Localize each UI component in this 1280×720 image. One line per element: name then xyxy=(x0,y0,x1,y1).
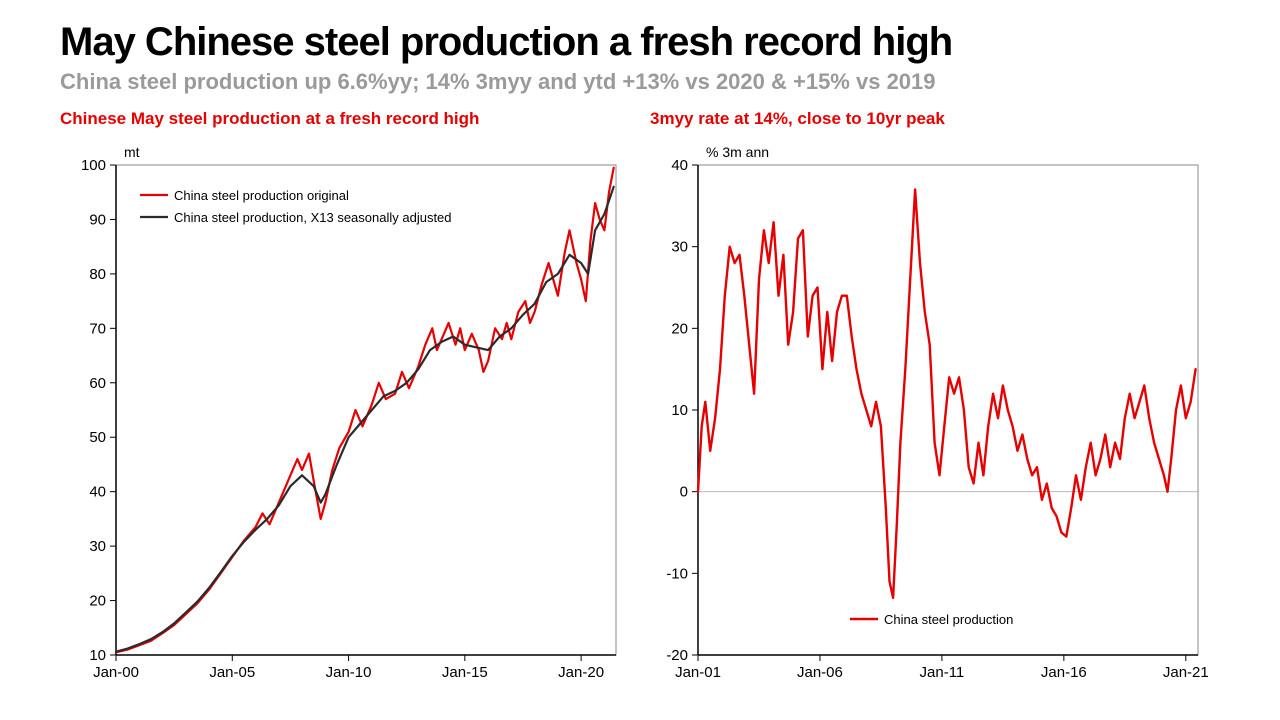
right-chart: % 3m ann -20 -10 0 10 20 30 40 Jan-01 Jan-06 Jan-1… xyxy=(650,135,1210,695)
svg-text:10: 10 xyxy=(671,402,688,419)
svg-text:10: 10 xyxy=(89,647,106,664)
svg-text:China steel production, X13 se: China steel production, X13 seasonally a… xyxy=(174,210,452,225)
svg-text:China steel production origina: China steel production original xyxy=(174,188,349,203)
svg-text:100: 100 xyxy=(81,157,106,174)
svg-text:Jan-20: Jan-20 xyxy=(558,664,604,681)
svg-text:Jan-10: Jan-10 xyxy=(326,664,372,681)
svg-text:Jan-21: Jan-21 xyxy=(1163,664,1209,681)
svg-text:Jan-15: Jan-15 xyxy=(442,664,488,681)
svg-text:90: 90 xyxy=(89,211,106,228)
svg-text:20: 20 xyxy=(671,320,688,337)
svg-text:China steel production: China steel production xyxy=(884,612,1013,627)
svg-text:30: 30 xyxy=(89,538,106,555)
svg-text:40: 40 xyxy=(89,484,106,501)
svg-text:-20: -20 xyxy=(666,647,688,664)
svg-text:20: 20 xyxy=(89,593,106,610)
svg-text:60: 60 xyxy=(89,375,106,392)
right-chart-block: 3myy rate at 14%, close to 10yr peak % 3… xyxy=(650,109,1210,695)
svg-text:% 3m ann: % 3m ann xyxy=(706,144,769,160)
svg-text:40: 40 xyxy=(671,157,688,174)
left-chart-block: Chinese May steel production at a fresh … xyxy=(60,109,630,695)
page-subtitle: China steel production up 6.6%yy; 14% 3m… xyxy=(60,69,1220,95)
right-chart-title: 3myy rate at 14%, close to 10yr peak xyxy=(650,109,1210,129)
svg-text:50: 50 xyxy=(89,429,106,446)
svg-text:0: 0 xyxy=(680,484,688,501)
svg-text:-10: -10 xyxy=(666,565,688,582)
svg-text:30: 30 xyxy=(671,239,688,256)
svg-text:Jan-00: Jan-00 xyxy=(93,664,139,681)
svg-text:70: 70 xyxy=(89,320,106,337)
left-chart-title: Chinese May steel production at a fresh … xyxy=(60,109,630,129)
svg-text:Jan-01: Jan-01 xyxy=(675,664,721,681)
page: May Chinese steel production a fresh rec… xyxy=(0,0,1280,720)
svg-text:Jan-11: Jan-11 xyxy=(920,664,965,681)
charts-row: Chinese May steel production at a fresh … xyxy=(60,109,1220,695)
svg-text:Jan-06: Jan-06 xyxy=(797,664,843,681)
left-chart: mt 10 20 30 40 50 60 70 80 90 100 Jan-00 Jan-05 Jan-1… xyxy=(60,135,630,695)
svg-text:Jan-05: Jan-05 xyxy=(209,664,255,681)
page-title: May Chinese steel production a fresh rec… xyxy=(60,20,1220,65)
svg-text:mt: mt xyxy=(124,144,140,160)
svg-text:Jan-16: Jan-16 xyxy=(1041,664,1087,681)
svg-text:80: 80 xyxy=(89,266,106,283)
